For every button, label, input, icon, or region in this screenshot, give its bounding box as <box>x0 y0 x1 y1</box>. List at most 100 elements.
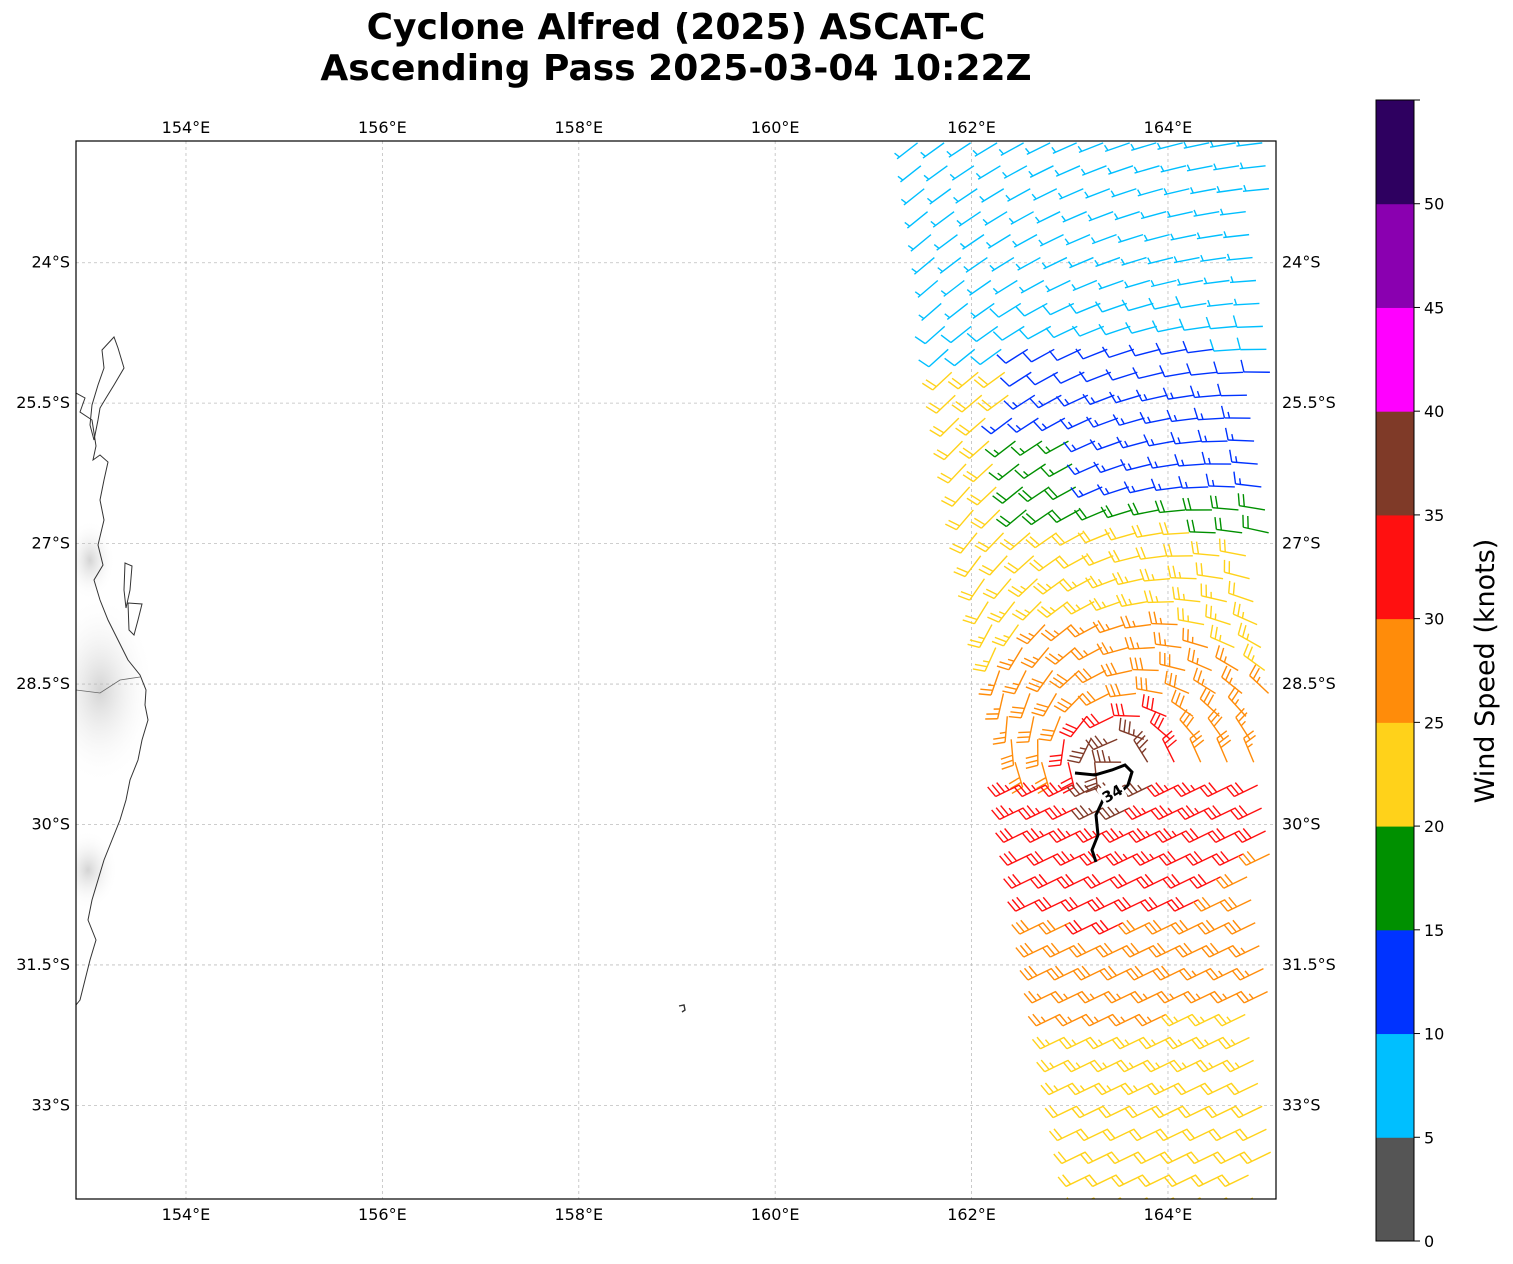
barb-flag <box>1177 1082 1187 1093</box>
barb-flag <box>1148 297 1156 310</box>
wind-barb <box>1200 583 1227 603</box>
barb-flag <box>1023 967 1033 979</box>
wind-barb <box>970 302 995 319</box>
barb-flag <box>1227 921 1237 933</box>
barb-flag <box>1160 990 1170 1002</box>
barb-flag <box>1236 967 1246 979</box>
barb-staff <box>1132 668 1159 672</box>
barb-staff <box>979 348 1002 366</box>
barb-flag <box>1022 352 1032 363</box>
barb-half-flag <box>953 196 959 203</box>
barb-half-flag <box>1173 1016 1179 1022</box>
wind-barb <box>1226 1082 1259 1096</box>
barb-flag <box>1195 1036 1205 1048</box>
barb-half-flag <box>1181 1062 1187 1068</box>
coastline <box>76 392 149 1006</box>
barb-flag <box>1236 337 1242 350</box>
barb-half-flag <box>1241 611 1245 619</box>
barb-half-flag <box>1038 400 1044 406</box>
barb-staff <box>1157 142 1183 150</box>
wind-barb <box>974 532 1005 553</box>
wind-barb <box>1057 188 1084 200</box>
barb-half-flag <box>1213 163 1217 170</box>
barb-flag <box>1187 647 1191 661</box>
barb-flag <box>1040 632 1052 642</box>
barb-staff <box>1138 371 1165 380</box>
wind-barb <box>1100 662 1133 677</box>
wind-barb <box>1146 456 1179 469</box>
barb-half-flag <box>1226 1016 1232 1022</box>
barb-half-flag <box>1078 489 1084 496</box>
barb-flag <box>1029 562 1040 572</box>
barb-flag <box>1150 697 1155 711</box>
barb-flag <box>951 404 963 413</box>
barb-flag <box>1017 736 1030 739</box>
wind-barb <box>1209 141 1236 148</box>
wind-barb <box>962 601 989 625</box>
barb-flag <box>1022 782 1032 793</box>
barb-flag <box>1113 876 1123 887</box>
wind-barb <box>1051 142 1077 155</box>
barb-flag <box>1180 832 1190 843</box>
barb-flag <box>1128 721 1131 734</box>
barb-flag <box>1053 805 1063 816</box>
wind-barb <box>1101 346 1135 359</box>
wind-barb <box>1071 325 1105 337</box>
barb-flag <box>1033 559 1044 569</box>
barb-half-flag <box>1008 807 1014 814</box>
wind-barb <box>1085 575 1118 589</box>
barb-flag <box>1099 919 1109 931</box>
wind-barb <box>1034 211 1061 224</box>
colorbar-bin <box>1376 1137 1414 1242</box>
wind-barb <box>981 417 1013 435</box>
wind-barb <box>1236 337 1267 351</box>
barb-half-flag <box>972 149 978 156</box>
barb-flag <box>1066 627 1076 638</box>
barb-flag <box>1136 524 1143 537</box>
barb-half-flag <box>1183 141 1188 148</box>
wind-barb <box>1193 209 1220 217</box>
barb-half-flag <box>1049 606 1056 612</box>
barb-flag <box>1201 896 1211 908</box>
barb-flag <box>1209 942 1219 954</box>
wind-barb <box>1062 601 1095 615</box>
barb-flag <box>1243 1151 1253 1162</box>
barb-flag <box>1181 782 1191 793</box>
barb-flag <box>1048 487 1058 498</box>
barb-flag <box>1156 942 1166 954</box>
barb-staff <box>1186 165 1213 172</box>
wind-barb <box>1192 667 1216 694</box>
barb-flag <box>1197 429 1203 443</box>
wind-barb <box>1139 896 1172 912</box>
barb-flag <box>1016 896 1026 908</box>
barb-staff <box>1091 233 1117 245</box>
barb-flag <box>1122 896 1132 908</box>
barb-flag <box>1240 990 1250 1002</box>
barb-flag <box>1028 965 1038 977</box>
barb-staff <box>1134 165 1160 174</box>
wind-barb <box>1143 434 1175 447</box>
wind-barb <box>1120 256 1147 266</box>
barb-flag <box>1011 924 1021 935</box>
barb-flag <box>1162 730 1173 740</box>
barb-flag <box>1084 1176 1094 1187</box>
wind-barb <box>930 211 955 228</box>
barb-flag <box>1197 873 1207 885</box>
wind-barb <box>1008 211 1034 225</box>
wind-barb <box>970 509 1001 529</box>
barb-flag <box>1025 759 1039 765</box>
barb-flag <box>1058 1038 1068 1050</box>
barb-flag <box>1230 1107 1240 1119</box>
lat-tick-label-right: 30°S <box>1282 814 1321 833</box>
wind-barb <box>1193 407 1225 421</box>
wind-barb <box>1229 805 1262 821</box>
barb-flag <box>982 592 995 600</box>
barb-flag <box>1166 739 1177 749</box>
barb-flag <box>999 542 1011 551</box>
barb-flag <box>1179 695 1185 708</box>
wind-barb <box>1128 344 1161 357</box>
barb-flag <box>1138 1038 1148 1050</box>
barb-flag <box>1055 396 1065 407</box>
barb-flag <box>1152 970 1162 981</box>
barb-flag <box>1085 1013 1095 1025</box>
